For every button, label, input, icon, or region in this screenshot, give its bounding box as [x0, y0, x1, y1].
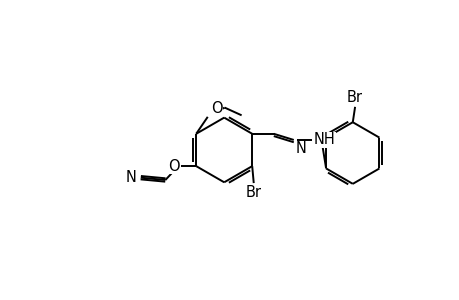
Text: Br: Br [245, 185, 261, 200]
Text: Br: Br [347, 90, 362, 105]
Text: NH: NH [313, 133, 335, 148]
Text: N: N [295, 142, 306, 157]
Text: O: O [210, 101, 222, 116]
Text: O: O [167, 159, 179, 174]
Text: N: N [126, 170, 137, 185]
